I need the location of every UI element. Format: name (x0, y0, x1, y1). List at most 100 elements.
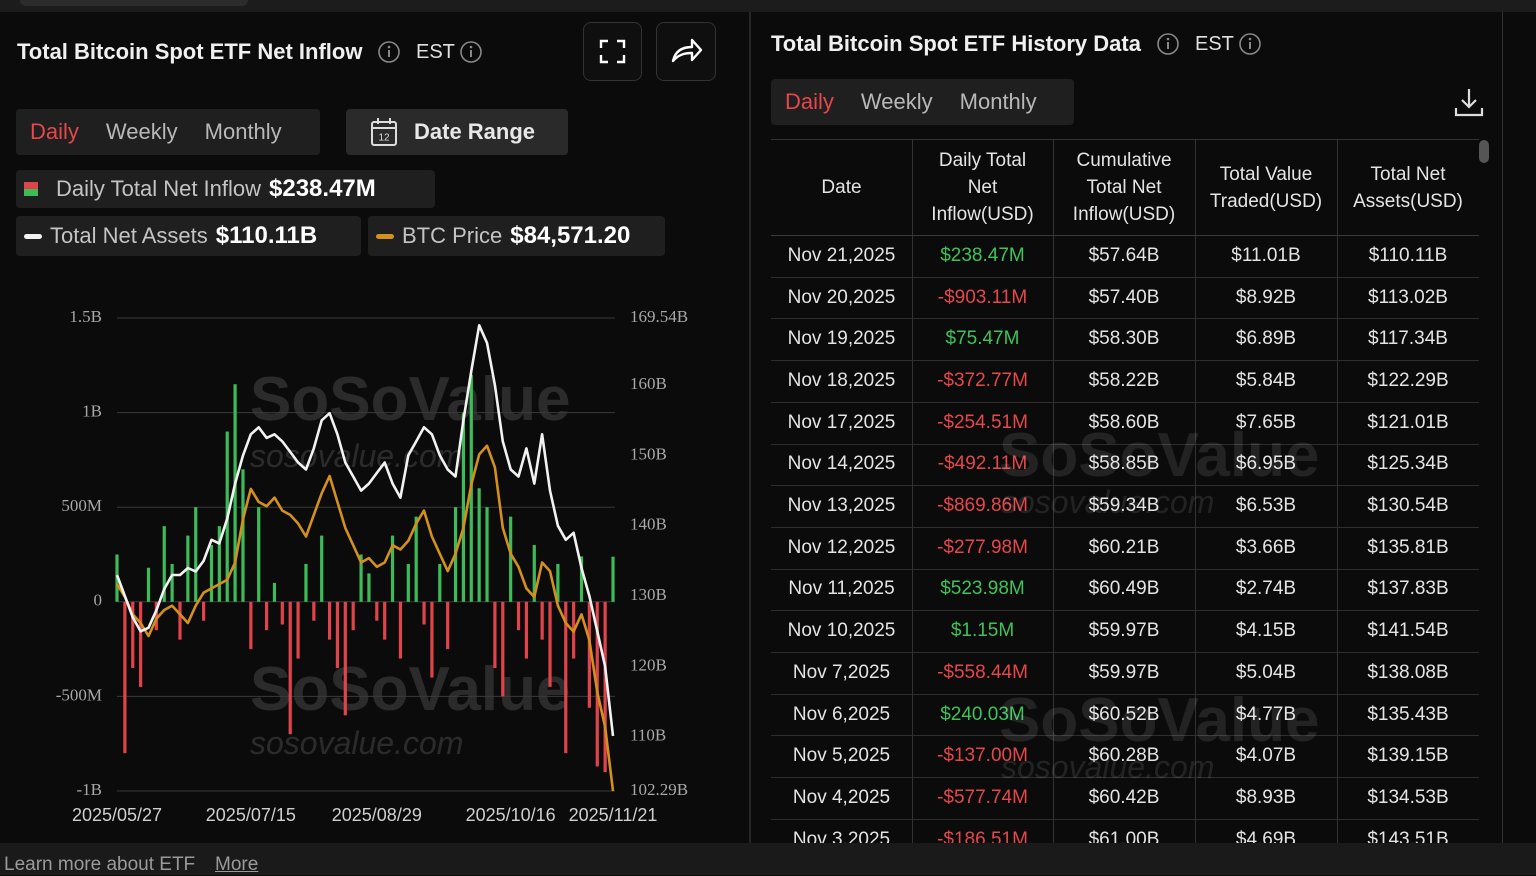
bar (154, 601, 158, 631)
tab[interactable]: Monthly (204, 119, 282, 144)
row-divider (771, 777, 1479, 779)
footer-text: Learn more about ETF (4, 854, 196, 875)
bar (257, 507, 261, 602)
table-cell: $117.34B (1368, 328, 1448, 350)
table-cell: Nov 3,2025 (792, 828, 891, 844)
info-icon[interactable] (1156, 32, 1180, 56)
calendar-icon: 12 (371, 118, 397, 146)
row-divider (771, 735, 1479, 737)
legend-value: $110.11B (215, 222, 318, 249)
x-tick-label: 2025/05/27 (72, 805, 162, 825)
info-icon[interactable] (1238, 32, 1262, 56)
tab[interactable]: Daily (30, 119, 79, 144)
scrollbar[interactable] (1479, 140, 1489, 163)
row-divider (771, 318, 1479, 320)
tab[interactable]: Monthly (959, 89, 1037, 114)
y2-tick-label: 160B (630, 374, 667, 393)
table-cell: $138.08B (1367, 661, 1449, 683)
table-cell: $4.07B (1235, 745, 1297, 767)
bar (367, 573, 371, 602)
y-tick-label: 500M (61, 496, 102, 515)
timezone: EST (1195, 33, 1234, 55)
legend-swatch (24, 182, 38, 196)
table-cell: $141.54B (1367, 620, 1449, 642)
info-icon[interactable] (459, 40, 483, 64)
table-cell: $122.29B (1367, 369, 1449, 391)
bar (461, 412, 466, 602)
table-cell: $4.77B (1235, 703, 1297, 725)
table-cell: $4.69B (1235, 828, 1297, 844)
column-header: Daily Total Net Inflow(USD) (912, 140, 1053, 235)
bar (178, 601, 182, 640)
column-header: Date (771, 140, 912, 235)
share-button[interactable] (656, 22, 716, 81)
bar (296, 601, 300, 659)
table-cell: $143.51B (1367, 828, 1449, 844)
period-tabs: Daily Weekly Monthly (771, 79, 1074, 125)
row-divider (771, 485, 1479, 487)
table-cell: $59.97B (1088, 620, 1160, 642)
table-cell: Nov 19,2025 (787, 328, 896, 350)
table-cell: Nov 13,2025 (787, 495, 896, 517)
column-header: Cumulative Total Net Inflow(USD) (1053, 140, 1195, 235)
bar (202, 601, 206, 621)
table-cell: $58.85B (1088, 453, 1160, 475)
row-divider (771, 818, 1479, 820)
tab[interactable]: Daily (785, 89, 834, 114)
bar (477, 488, 481, 602)
download-button[interactable] (1453, 86, 1485, 118)
bar (406, 563, 410, 602)
bar (288, 601, 292, 735)
divider (1502, 12, 1503, 843)
table-cell: $57.64B (1088, 244, 1160, 266)
table-cell: $61.00B (1088, 828, 1160, 844)
tab[interactable]: Weekly (860, 89, 933, 114)
table-cell: $2.74B (1235, 578, 1297, 600)
table-cell: $5.04B (1235, 661, 1297, 683)
bar (217, 526, 221, 602)
line (115, 324, 615, 737)
table-cell: $4.15B (1235, 620, 1297, 642)
bar (327, 601, 332, 640)
column-header-text: Cumulative Total Net Inflow(USD) (1072, 150, 1176, 225)
bar (280, 601, 284, 625)
bar (548, 601, 552, 687)
fullscreen-button[interactable] (583, 22, 642, 81)
legend-item[interactable]: Daily Total Net Inflow $238.47M (16, 170, 435, 208)
column-header-text: Daily Total Net Inflow(USD) (931, 150, 1034, 225)
tab[interactable]: Weekly (105, 119, 178, 144)
info-icon[interactable] (377, 40, 401, 64)
table-cell: -$558.44M (937, 661, 1028, 683)
table-cell: -$137.00M (937, 745, 1028, 767)
bar (146, 567, 151, 602)
date-range-button[interactable]: 12 Date Range (346, 109, 568, 155)
column-header-text: Date (821, 177, 862, 198)
table-cell: $57.40B (1088, 286, 1160, 308)
bar (611, 556, 615, 602)
y-tick-label: -1B (77, 780, 103, 799)
bar (312, 601, 316, 621)
column-divider (912, 140, 913, 844)
legend-item[interactable]: Total Net Assets $110.11B (16, 216, 361, 256)
table-cell: Nov 21,2025 (787, 244, 896, 266)
x-tick-label: 2025/07/15 (206, 805, 296, 825)
row-divider (771, 443, 1479, 445)
bar (264, 601, 269, 631)
bar (209, 545, 214, 602)
table-cell: $60.28B (1088, 745, 1160, 767)
divider (749, 12, 751, 843)
legend-item[interactable]: BTC Price $84,571.20 (368, 216, 665, 256)
bar (524, 601, 528, 659)
table-cell: $1.15M (950, 620, 1015, 642)
table-cell: -$492.11M (937, 453, 1028, 475)
row-divider (771, 693, 1479, 695)
footer-link[interactable]: More (215, 854, 259, 875)
bar (603, 601, 607, 773)
x-tick-label: 2025/11/21 (569, 805, 658, 825)
y-tick-label: -500M (56, 685, 102, 704)
table-cell: Nov 7,2025 (792, 661, 891, 683)
table-cell: $60.49B (1088, 578, 1160, 600)
table-cell: $137.83B (1367, 578, 1449, 600)
y-tick-label: 0 (94, 591, 103, 610)
